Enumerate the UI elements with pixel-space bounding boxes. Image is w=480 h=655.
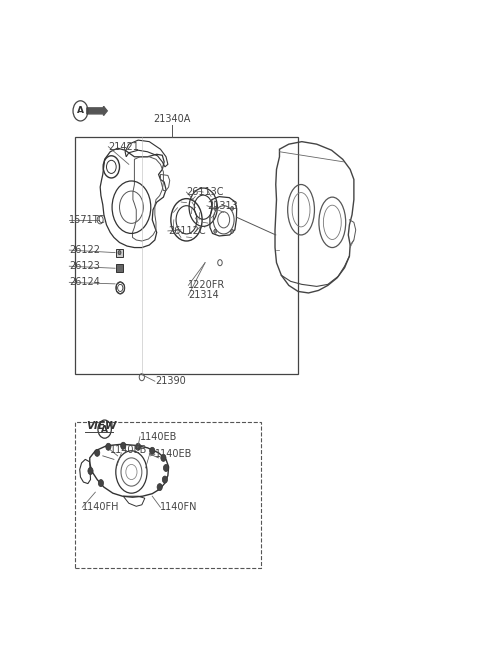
Text: 21390: 21390 (155, 376, 186, 386)
Text: A: A (101, 424, 108, 434)
Text: A: A (77, 106, 84, 115)
Circle shape (120, 442, 126, 449)
Text: 26122: 26122 (69, 245, 100, 255)
Circle shape (214, 229, 217, 233)
Text: 21421: 21421 (108, 141, 139, 152)
Circle shape (98, 479, 104, 487)
Text: VIEW: VIEW (86, 421, 117, 430)
Bar (75, 137, 298, 373)
Circle shape (95, 449, 100, 457)
Text: 21314: 21314 (188, 290, 219, 301)
Text: 1140EB: 1140EB (110, 445, 147, 455)
Circle shape (161, 455, 166, 461)
Text: 26123: 26123 (69, 261, 100, 271)
Circle shape (163, 464, 168, 472)
Text: 21313: 21313 (207, 200, 238, 211)
Circle shape (157, 483, 162, 491)
Circle shape (118, 251, 121, 255)
Circle shape (230, 206, 234, 210)
Text: 1571TC: 1571TC (69, 215, 106, 225)
Text: 26112C: 26112C (168, 226, 205, 236)
Circle shape (135, 443, 141, 450)
Text: 1220FR: 1220FR (188, 280, 226, 290)
Circle shape (230, 229, 234, 233)
Text: 1140EB: 1140EB (140, 432, 177, 441)
Circle shape (214, 206, 217, 210)
Text: 1140FN: 1140FN (160, 502, 198, 512)
FancyArrow shape (87, 106, 107, 115)
Text: 1140FH: 1140FH (83, 502, 120, 512)
Text: 21340A: 21340A (153, 114, 190, 124)
Circle shape (150, 447, 155, 455)
Circle shape (162, 476, 168, 483)
Circle shape (88, 468, 93, 474)
Text: 26113C: 26113C (186, 187, 224, 197)
Text: 1140EB: 1140EB (155, 449, 192, 459)
Bar (75, 422, 261, 568)
Bar (116, 264, 123, 272)
Text: 26124: 26124 (69, 277, 100, 288)
Bar (116, 249, 123, 257)
Circle shape (106, 443, 111, 450)
